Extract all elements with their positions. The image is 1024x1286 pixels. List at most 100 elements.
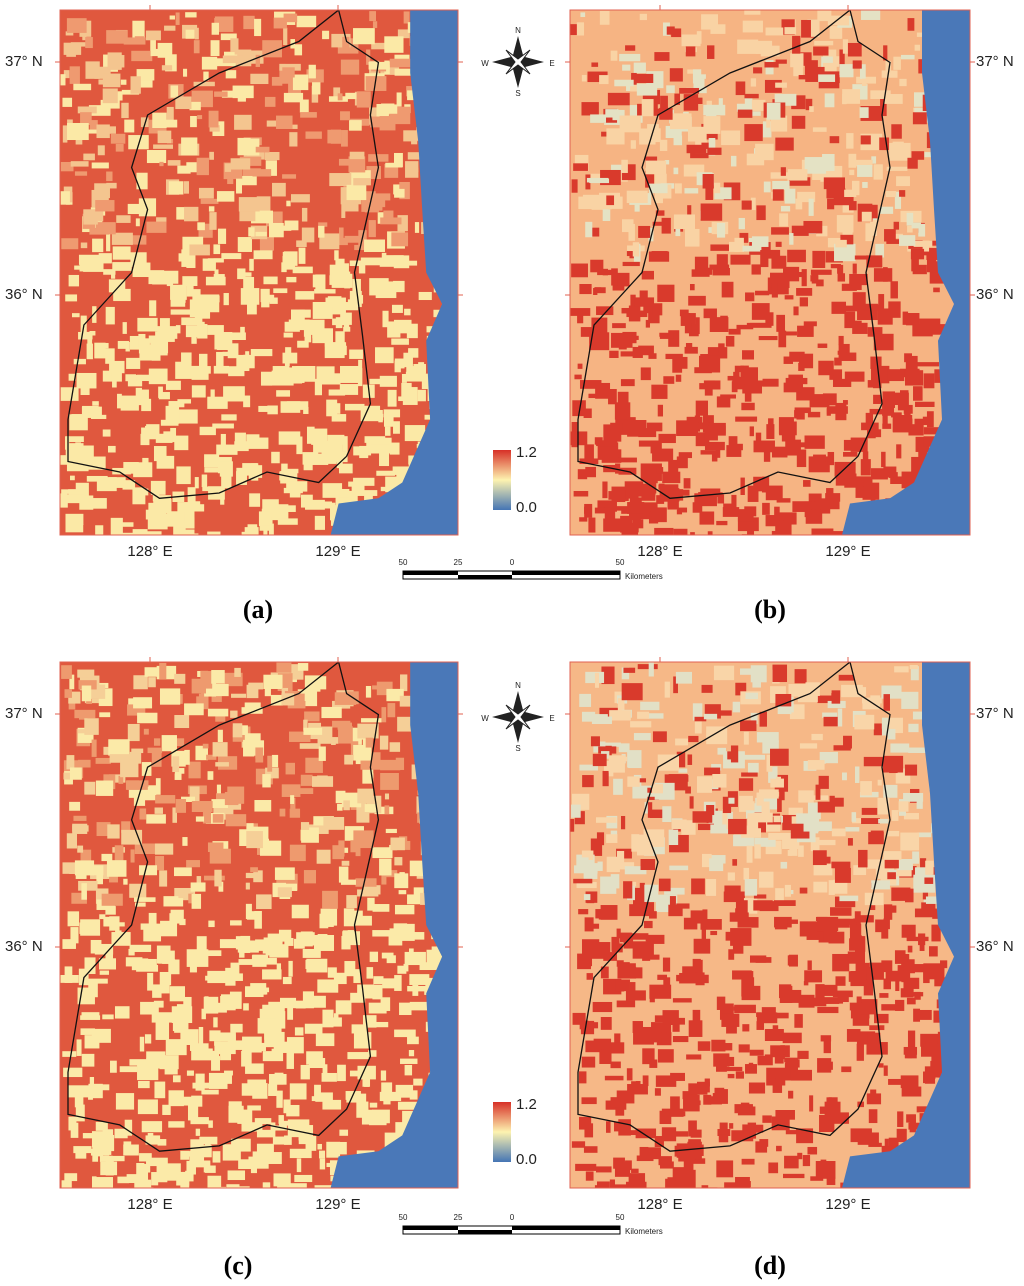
pixel-patch	[846, 1029, 861, 1042]
pixel-patch	[615, 979, 630, 992]
pixel-patch	[869, 905, 876, 911]
pixel-patch	[889, 142, 911, 161]
pixel-patch	[722, 1066, 743, 1072]
longitude-label: 129° E	[315, 543, 360, 560]
pixel-patch	[391, 304, 403, 313]
pixel-patch	[121, 829, 143, 845]
pixel-patch	[172, 807, 178, 823]
pixel-patch	[268, 1073, 287, 1085]
pixel-patch	[813, 454, 826, 462]
pixel-patch	[662, 22, 670, 36]
pixel-patch	[216, 784, 221, 795]
scale-seg	[458, 575, 512, 579]
pixel-patch	[333, 972, 347, 985]
pixel-patch	[609, 710, 631, 721]
pixel-patch	[215, 762, 229, 767]
basin-boundary	[67, 10, 380, 499]
pixel-patch	[60, 74, 66, 86]
pixel-patch	[817, 10, 832, 22]
pixel-patch	[369, 1102, 378, 1108]
pixel-patch	[803, 321, 817, 327]
pixel-patch	[176, 1176, 190, 1186]
pixel-patch	[917, 832, 932, 838]
pixel-patch	[830, 1112, 849, 1124]
pixel-patch	[211, 1056, 221, 1071]
pixel-patch	[364, 1073, 370, 1087]
pixel-patch	[794, 407, 811, 414]
pixel-patch	[253, 250, 273, 260]
pixel-patch	[222, 55, 244, 64]
pixel-patch	[252, 169, 272, 177]
pixel-patch	[267, 755, 273, 772]
pixel-patch	[699, 355, 721, 373]
pixel-patch	[124, 1119, 133, 1136]
pixel-patch	[153, 144, 173, 149]
pixel-patch	[584, 1123, 594, 1138]
pixel-patch	[788, 374, 803, 380]
pixel-patch	[585, 671, 605, 684]
pixel-patch	[851, 180, 860, 196]
pixel-patch	[326, 1162, 335, 1168]
pixel-patch	[791, 115, 806, 129]
pixel-patch	[671, 28, 682, 38]
pixel-patch	[933, 324, 950, 335]
pixel-patch	[91, 162, 109, 169]
pixel-patch	[63, 772, 73, 780]
pixel-patch	[368, 1002, 387, 1014]
pixel-patch	[317, 1143, 322, 1150]
pixel-patch	[577, 469, 588, 480]
pixel-patch	[170, 297, 186, 307]
pixel-patch	[817, 1006, 839, 1014]
pixel-patch	[695, 972, 705, 986]
pixel-patch	[742, 245, 762, 252]
pixel-patch	[691, 269, 710, 277]
pixel-patch	[342, 263, 349, 275]
latitude-label: 36° N	[976, 286, 1014, 303]
pixel-patch	[175, 96, 192, 110]
pixel-patch	[412, 984, 419, 996]
pixel-patch	[676, 903, 690, 909]
pixel-patch	[738, 778, 754, 791]
pixel-patch	[611, 936, 620, 951]
pixel-patch	[96, 124, 110, 139]
pixel-patch	[648, 713, 664, 719]
pixel-patch	[211, 670, 225, 684]
pixel-patch	[750, 712, 758, 725]
pixel-patch	[69, 66, 80, 84]
pixel-patch	[87, 331, 93, 349]
pixel-patch	[662, 471, 681, 484]
pixel-patch	[95, 525, 104, 535]
pixel-patch	[735, 416, 758, 422]
pixel-patch	[331, 737, 336, 746]
pixel-patch	[796, 449, 807, 468]
pixel-patch	[119, 1066, 138, 1073]
pixel-patch	[716, 520, 728, 526]
pixel-patch	[283, 332, 293, 338]
pixel-patch	[296, 1158, 302, 1173]
pixel-patch	[694, 716, 707, 722]
pixel-patch	[212, 814, 224, 823]
map-background	[60, 10, 458, 535]
pixel-patch	[648, 227, 654, 242]
pixel-patch	[283, 1099, 291, 1114]
pixel-patch	[276, 115, 293, 129]
pixel-patch	[69, 767, 82, 780]
pixel-patch	[911, 257, 919, 272]
pixel-patch	[322, 890, 338, 909]
pixel-patch	[643, 1051, 652, 1059]
pixel-patch	[866, 966, 884, 980]
pixel-patch	[645, 319, 650, 328]
pixel-patch	[717, 494, 725, 504]
pixel-patch	[722, 808, 728, 825]
pixel-patch	[348, 156, 366, 173]
pixel-patch	[639, 882, 645, 893]
pixel-patch	[766, 249, 781, 259]
pixel-patch	[94, 342, 106, 359]
pixel-patch	[127, 704, 146, 716]
compass-e: E	[549, 714, 554, 723]
pixel-patch	[730, 155, 737, 167]
pixel-patch	[244, 702, 261, 711]
pixel-patch	[245, 351, 250, 360]
pixel-patch	[611, 332, 633, 348]
pixel-patch	[903, 404, 913, 414]
